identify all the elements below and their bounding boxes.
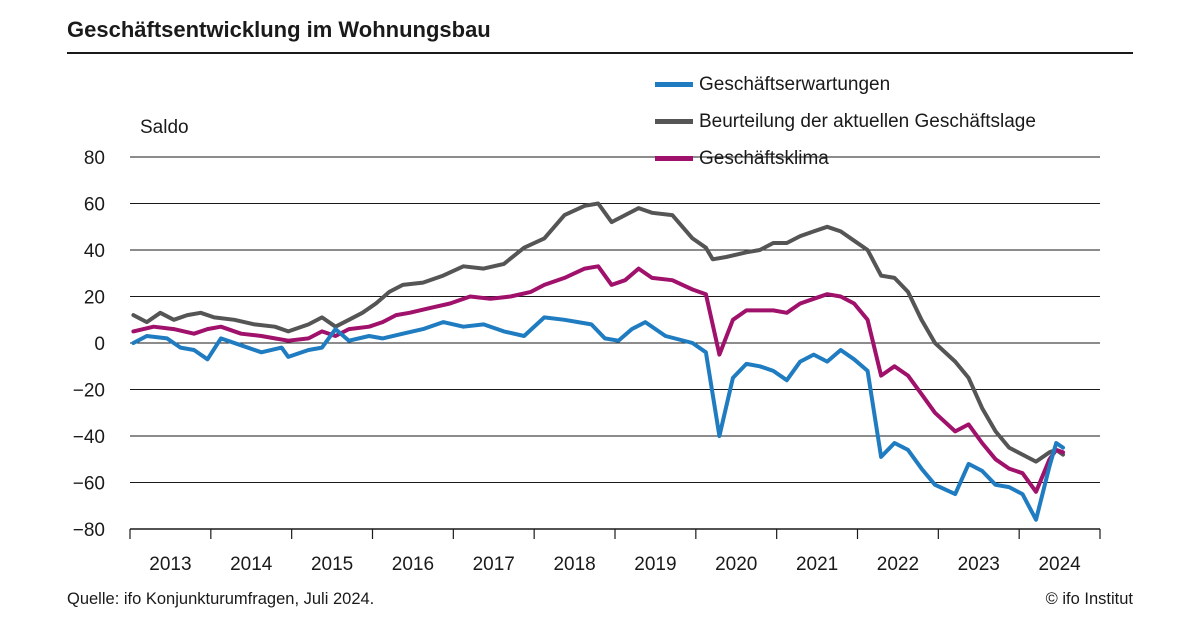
legend-label-lage: Beurteilung der aktuellen Geschäftslage [699,110,1036,132]
y-tick-label: 20 [84,288,105,309]
series-line [131,315,1065,522]
y-axis-label: Saldo [140,117,189,138]
x-tick-label: 2018 [553,554,595,575]
y-tick-label: 0 [94,334,105,355]
y-tick-label: 40 [84,241,105,262]
legend-item-lage: Beurteilung der aktuellen Geschäftslage [655,103,1135,140]
grid-lines [130,156,1100,483]
copyright-note: © ifo Institut [1045,590,1133,608]
x-tick-label: 2013 [149,554,191,575]
x-tick-label: 2014 [230,554,273,575]
legend-swatch-lage [655,119,693,124]
legend-label-erwartungen: Geschäftserwartungen [699,73,891,95]
series-line [131,264,1065,494]
x-tick-label: 2021 [796,554,838,575]
legend: Geschäftserwartungen Beurteilung der akt… [655,66,1135,177]
legend-swatch-klima [655,156,693,161]
title-divider [67,52,1133,54]
y-tick-label: −20 [73,381,105,402]
y-tick-label: −60 [73,474,105,495]
legend-item-erwartungen: Geschäftserwartungen [655,66,1135,103]
x-tick-label: 2017 [473,554,515,575]
x-tick-label: 2024 [1038,554,1081,575]
y-tick-label: −80 [73,520,105,541]
series-lines [131,201,1065,522]
y-tick-label: 60 [84,195,105,216]
y-tick-label: −40 [73,427,105,448]
x-tick-label: 2016 [392,554,434,575]
y-tick-labels: 80 60 40 20 0 −20 −40 −60 −80 [73,148,105,541]
x-tick-label: 2020 [715,554,757,575]
legend-label-klima: Geschäftsklima [699,147,829,169]
legend-item-klima: Geschäftsklima [655,140,1135,177]
chart-title: Geschäftsentwicklung im Wohnungsbau [67,17,491,42]
x-tick-label: 2022 [877,554,919,575]
y-tick-label: 80 [84,148,105,169]
legend-swatch-erwartungen [655,82,693,87]
x-tick-label: 2015 [311,554,353,575]
x-tick-label: 2019 [634,554,676,575]
x-tick-label: 2023 [958,554,1000,575]
x-axis: 2013 2014 2015 2016 2017 2018 2019 2020 2021 2022… [129,528,1101,575]
series-line [131,201,1065,464]
source-note: Quelle: ifo Konjunkturumfragen, Juli 202… [67,590,375,608]
